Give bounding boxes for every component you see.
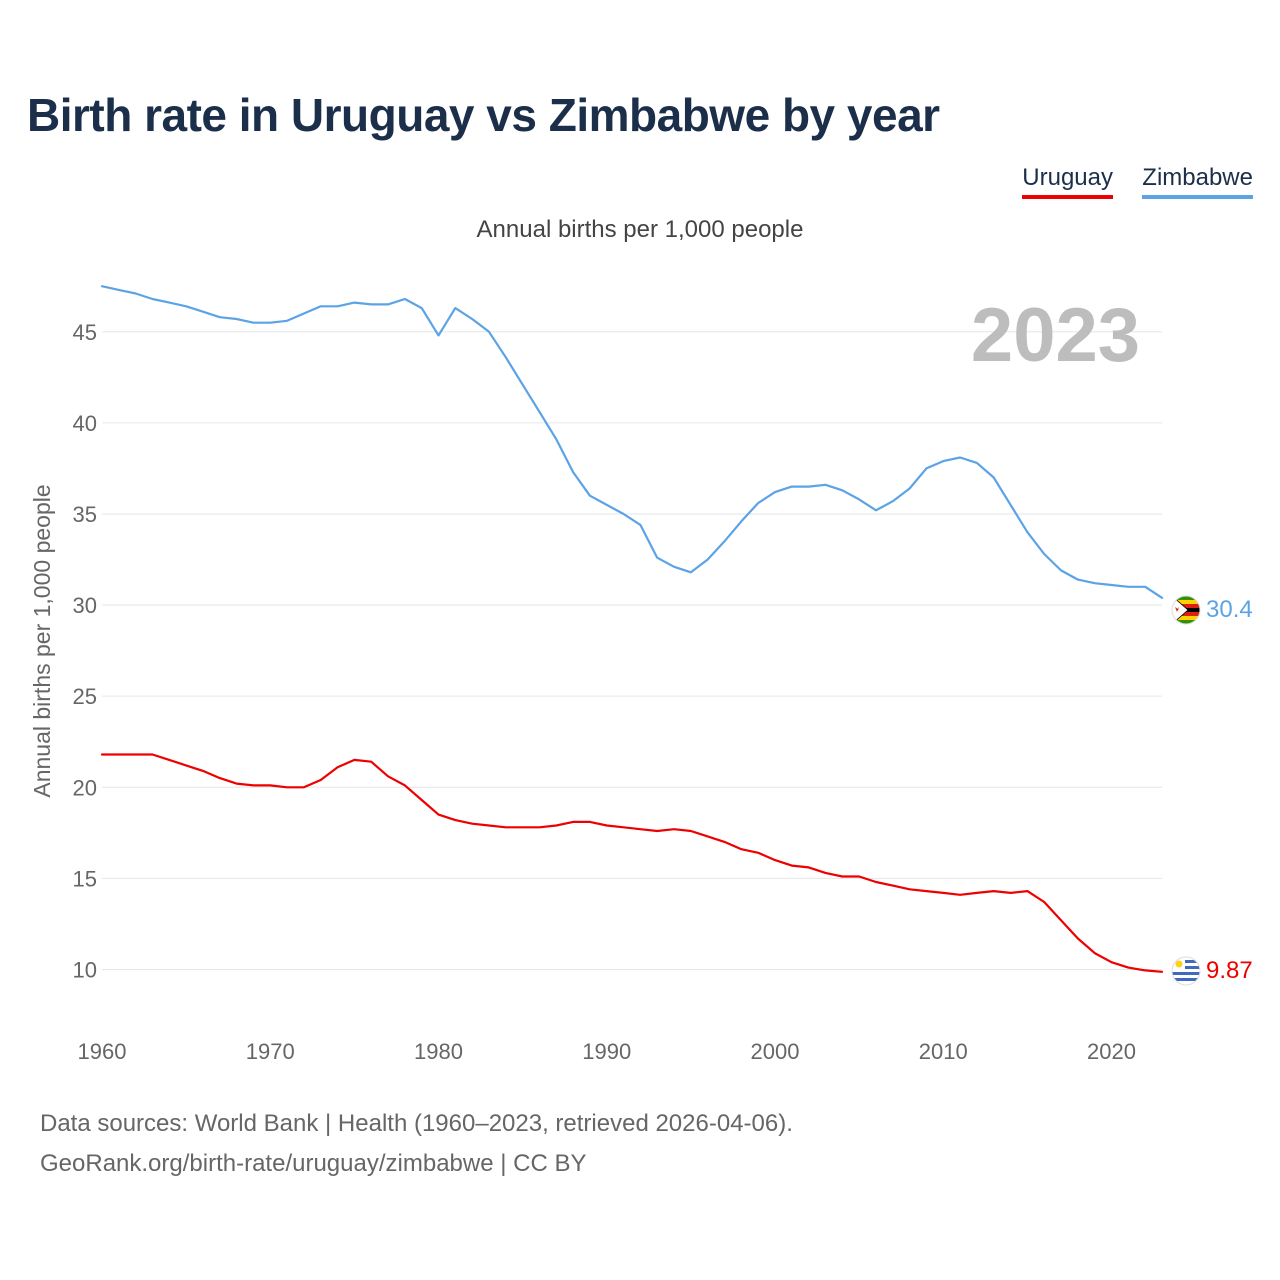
y-tick-label-30: 30 (73, 593, 97, 618)
x-tick-label-2020: 2020 (1087, 1039, 1136, 1064)
legend-item-zimbabwe[interactable]: Zimbabwe (1142, 164, 1253, 199)
legend-item-uruguay[interactable]: Uruguay (1022, 164, 1113, 199)
y-axis-ticks: 10 15 20 25 30 35 40 45 (73, 320, 97, 983)
y-tick-label-10: 10 (73, 957, 97, 982)
footer: Data sources: World Bank | Health (1960–… (40, 1104, 793, 1184)
series-line-zimbabwe[interactable] (100, 285, 1164, 599)
footer-sources: Data sources: World Bank | Health (1960–… (40, 1110, 793, 1137)
chart-subtitle: Annual births per 1,000 people (476, 216, 804, 243)
y-tick-label-20: 20 (73, 775, 97, 800)
zimbabwe-flag-icon (1171, 595, 1201, 625)
uruguay-flag-icon (1171, 956, 1201, 986)
y-tick-label-35: 35 (73, 502, 97, 527)
end-label-uruguay: 9.87 (1206, 957, 1253, 984)
footer-link[interactable]: GeoRank.org/birth-rate/uruguay/zimbabwe … (40, 1150, 587, 1177)
y-tick-label-25: 25 (73, 684, 97, 709)
x-tick-label-2010: 2010 (919, 1039, 968, 1064)
x-tick-label-1960: 1960 (78, 1039, 127, 1064)
y-tick-label-15: 15 (73, 866, 97, 891)
series-line-uruguay[interactable] (100, 753, 1164, 973)
x-tick-label-1980: 1980 (414, 1039, 463, 1064)
y-axis-label: Annual births per 1,000 people (29, 484, 55, 797)
grid-lines (102, 331, 1162, 970)
year-label: 2023 (971, 293, 1140, 378)
x-axis-ticks: 1960 1970 1980 1990 2000 2010 2020 (78, 1039, 1136, 1064)
chart-title: Birth rate in Uruguay vs Zimbabwe by yea… (27, 89, 940, 141)
series-lines (100, 285, 1164, 973)
x-tick-label-1990: 1990 (582, 1039, 631, 1064)
x-tick-label-2000: 2000 (751, 1039, 800, 1064)
x-tick-label-1970: 1970 (246, 1039, 295, 1064)
y-tick-label-40: 40 (73, 411, 97, 436)
y-tick-label-45: 45 (73, 320, 97, 345)
end-label-zimbabwe: 30.4 (1206, 596, 1253, 623)
